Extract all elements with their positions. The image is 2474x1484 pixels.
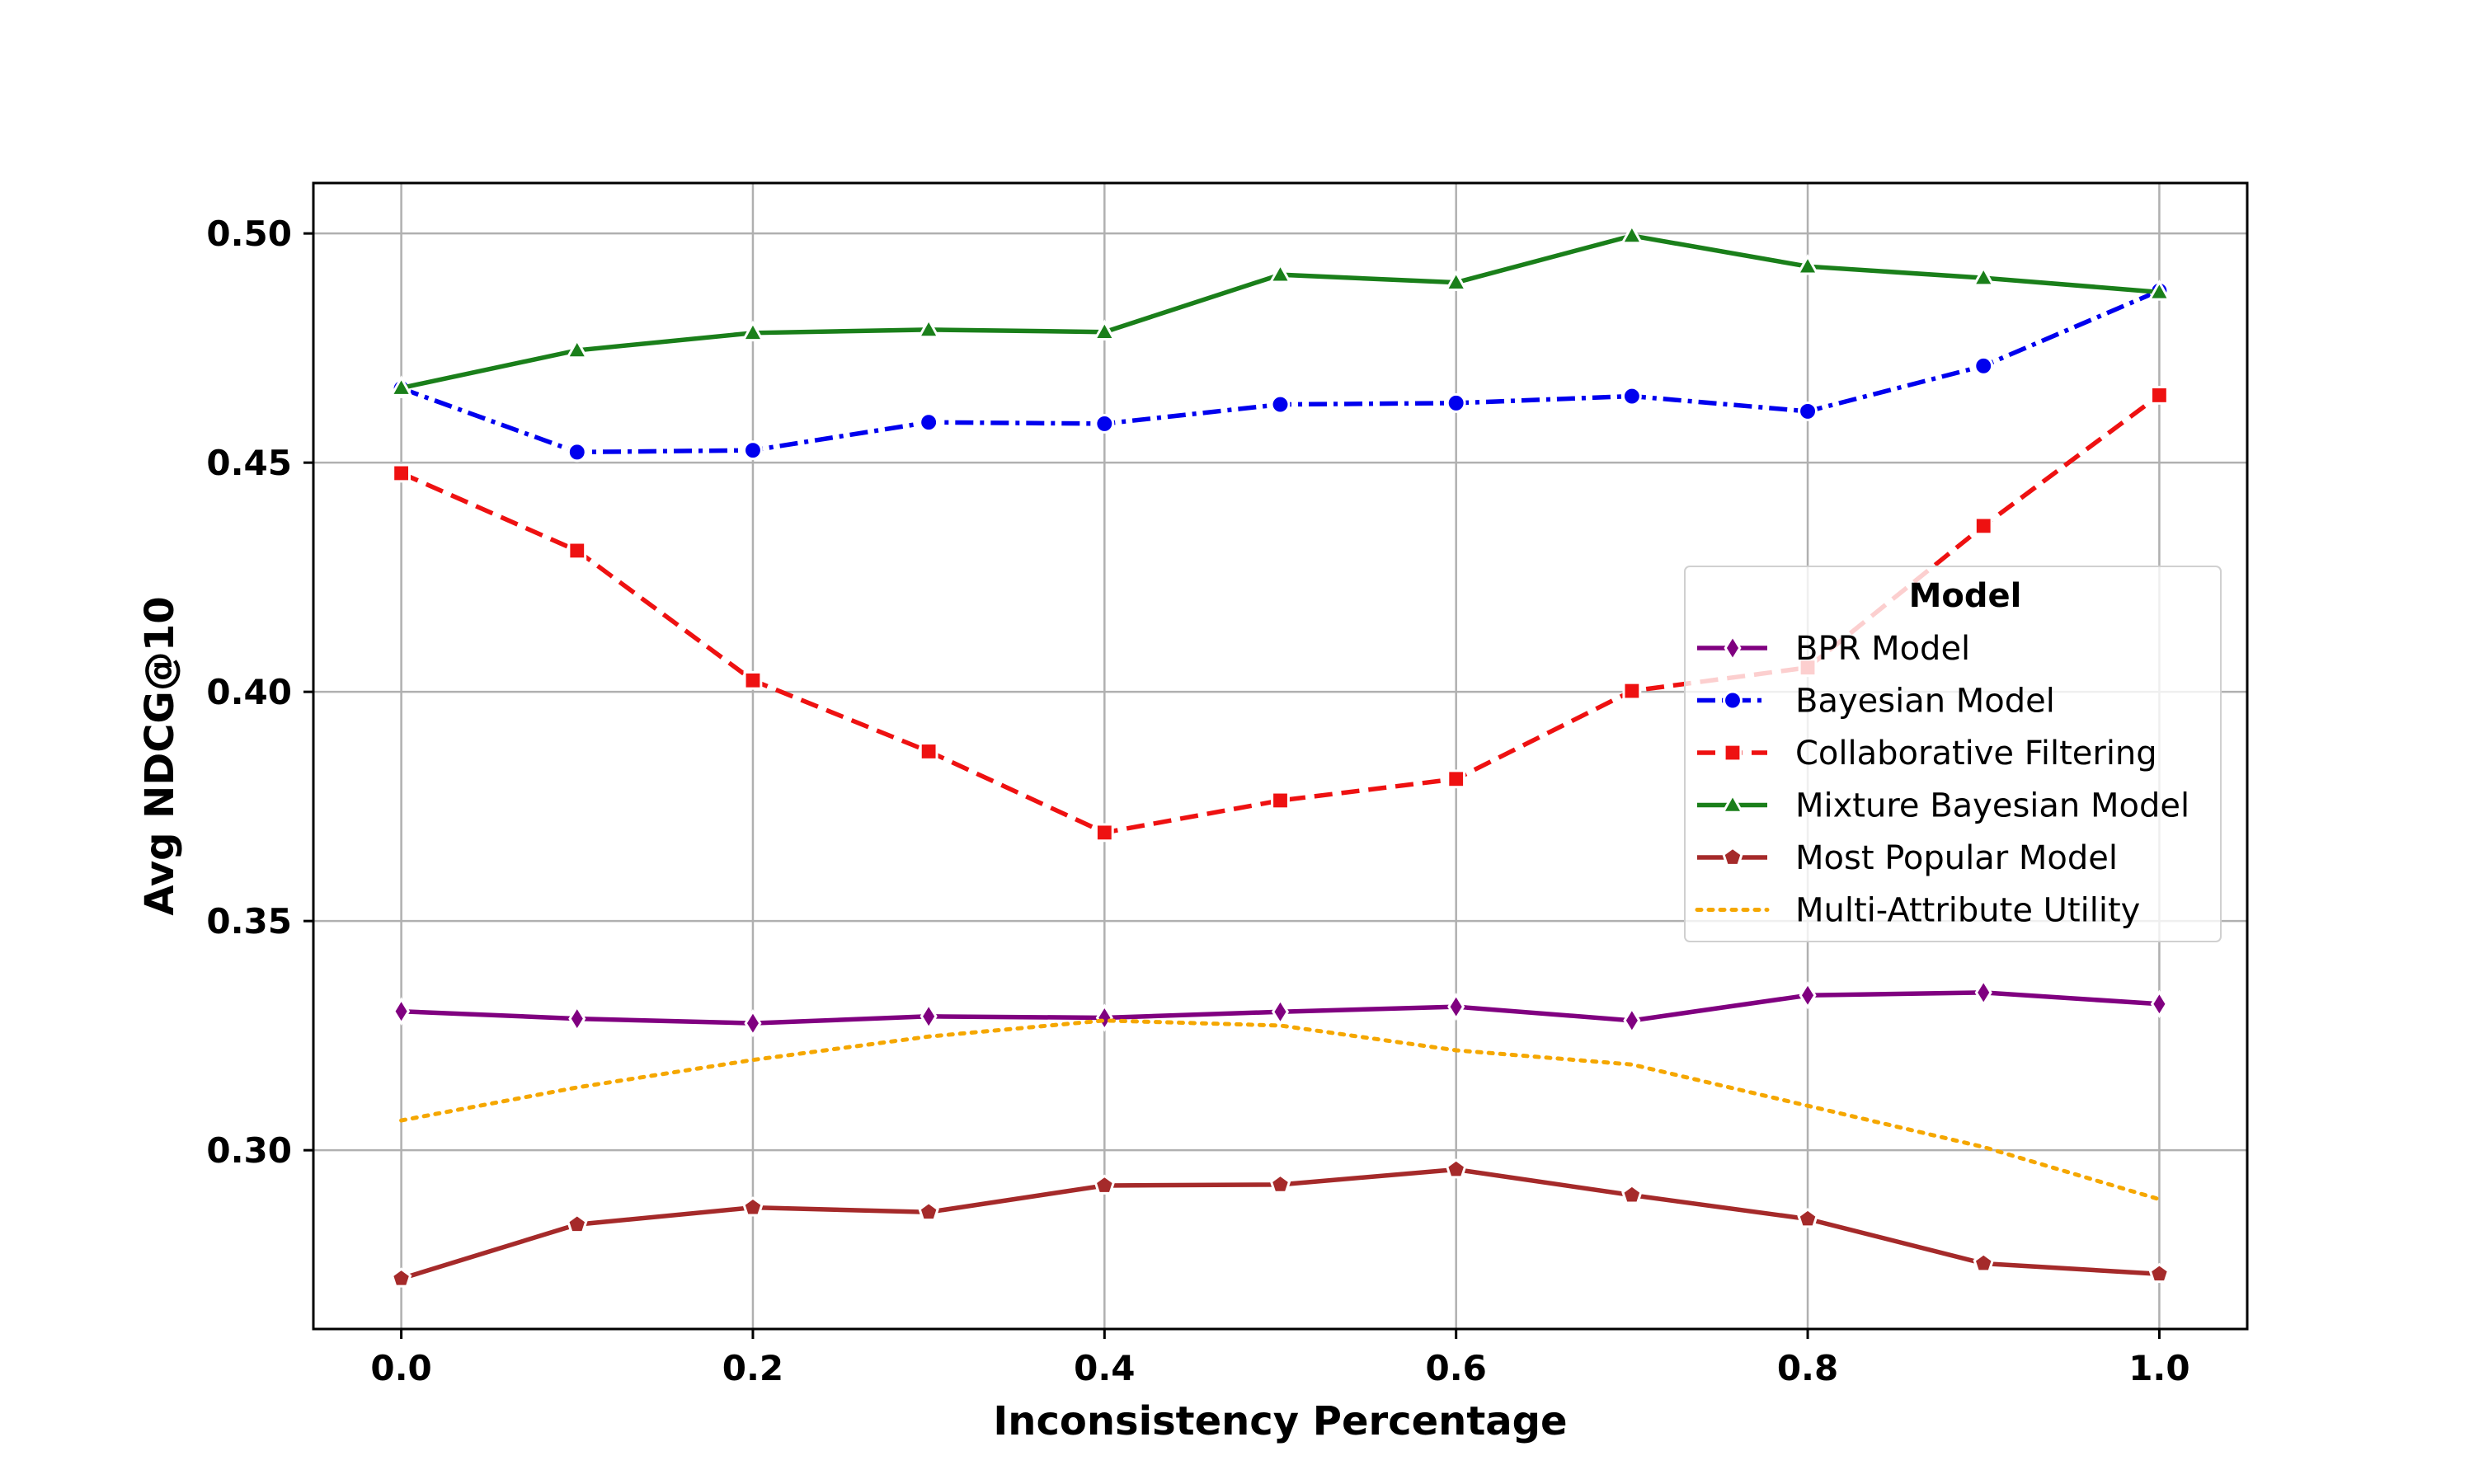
series-line-collaborative-filtering [400,393,2161,835]
y-tick-label: 0.40 [206,672,292,712]
data-point-most-popular-model [1445,1158,1467,1179]
legend-swatch-marker [1722,846,1743,866]
data-point-bayesian-model [1446,392,1466,413]
y-axis-label: Avg NDCG@10 [137,596,183,915]
legend-label: Multi-Attribute Utility [1795,892,2140,930]
legend-item-mixture-bayesian-model: Mixture Bayesian Model [1697,787,2189,825]
series-bpr-model [393,978,2168,1038]
x-tick-label: 1.0 [2128,1348,2189,1388]
x-tick-label: 0.0 [370,1348,431,1388]
data-point-bayesian-model [1621,386,1642,406]
series-lines [389,223,2171,1288]
grid [313,183,2247,1329]
data-point-bayesian-model [1094,413,1115,434]
series-line-multi-attribute-utility [399,1018,2161,1202]
data-point-bpr-model [1271,998,1290,1026]
data-point-most-popular-model [742,1196,764,1217]
y-tick-label: 0.30 [206,1130,292,1171]
y-tick-label: 0.35 [206,901,292,942]
y-tick-label: 0.50 [206,214,292,254]
legend-item-collaborative-filtering: Collaborative Filtering [1697,735,2157,773]
x-axis-label: Inconsistency Percentage [993,1398,1567,1444]
data-point-collaborative-filtering [1973,516,1993,536]
data-point-mixture-bayesian-model [741,320,765,342]
data-point-mixture-bayesian-model [1268,261,1292,284]
data-point-collaborative-filtering [1271,791,1290,810]
data-point-most-popular-model [390,1267,412,1288]
data-point-mixture-bayesian-model [389,375,413,397]
data-point-mixture-bayesian-model [1620,223,1644,245]
data-point-bpr-model [744,1008,762,1038]
legend-swatch-marker [1723,690,1743,711]
series-multi-attribute-utility [399,1018,2161,1202]
data-point-most-popular-model [2148,1262,2171,1284]
x-tick-label: 0.6 [1425,1348,1486,1388]
legend-label: Most Popular Model [1795,839,2118,877]
data-point-bpr-model [1974,978,1992,1007]
data-point-most-popular-model [918,1200,939,1222]
data-point-collaborative-filtering [1622,681,1642,701]
legend-swatch-marker [1723,743,1743,763]
data-point-most-popular-model [1094,1174,1116,1195]
data-point-bayesian-model [567,442,587,463]
data-point-mixture-bayesian-model [1093,319,1117,340]
data-point-mixture-bayesian-model [565,337,589,359]
x-tick-label: 0.4 [1074,1348,1135,1388]
data-point-collaborative-filtering [919,742,938,761]
legend-item-bayesian-model: Bayesian Model [1697,683,2055,721]
data-point-bayesian-model [1973,355,1994,376]
data-point-most-popular-model [1621,1184,1643,1205]
legend-label: Mixture Bayesian Model [1795,787,2189,825]
x-tick-label: 0.8 [1777,1348,1838,1388]
x-tick-label: 0.2 [722,1348,783,1388]
data-point-bpr-model [568,1004,586,1033]
data-point-collaborative-filtering [1094,823,1114,843]
data-point-collaborative-filtering [567,541,587,561]
data-point-bpr-model [1623,1006,1641,1035]
data-point-collaborative-filtering [1446,769,1466,789]
data-point-most-popular-model [1973,1252,1994,1273]
data-point-most-popular-model [1269,1173,1291,1194]
data-point-mixture-bayesian-model [1444,270,1468,291]
data-point-bayesian-model [1798,401,1818,421]
legend-item-most-popular-model: Most Popular Model [1697,839,2118,877]
data-point-mixture-bayesian-model [2147,279,2171,301]
plot-area-frame [312,181,2249,1331]
legend-swatch-marker [1724,633,1742,663]
data-point-bpr-model [1095,1003,1113,1032]
data-point-bpr-model [393,997,411,1026]
data-point-bpr-model [2150,989,2168,1018]
data-point-bpr-model [920,1002,938,1031]
data-point-bpr-model [1447,992,1465,1021]
data-point-bpr-model [1799,981,1817,1010]
series-mixture-bayesian-model [389,223,2171,397]
data-point-bayesian-model [743,440,763,461]
legend-item-multi-attribute-utility: Multi-Attribute Utility [1695,892,2140,930]
data-point-mixture-bayesian-model [1972,265,1996,287]
series-most-popular-model [390,1158,2171,1288]
data-point-most-popular-model [567,1213,588,1234]
legend-swatch-marker [1720,792,1745,814]
data-point-collaborative-filtering [392,463,411,483]
data-point-bayesian-model [919,412,939,433]
data-point-most-popular-model [1797,1208,1818,1228]
legend-box [1684,566,2222,942]
legend-title: Model [1909,577,2022,615]
data-point-bayesian-model [1270,394,1291,415]
legend: Model BPR Model Bayesian Model Collaborati… [1684,566,2222,942]
legend-label: Bayesian Model [1795,683,2055,721]
data-point-mixture-bayesian-model [1795,253,1820,275]
axis-ticks: 0.0 0.2 0.4 0.6 0.8 1.0 0.30 0.35 0.40 0.45 0.50 [206,214,2189,1388]
y-tick-label: 0.45 [206,443,292,483]
data-point-mixture-bayesian-model [917,317,941,339]
legend-label: Collaborative Filtering [1795,735,2157,773]
data-point-collaborative-filtering [2150,386,2169,405]
data-point-collaborative-filtering [743,670,763,690]
legend-label: BPR Model [1795,630,1970,668]
legend-item-bpr-model: BPR Model [1697,630,1970,668]
